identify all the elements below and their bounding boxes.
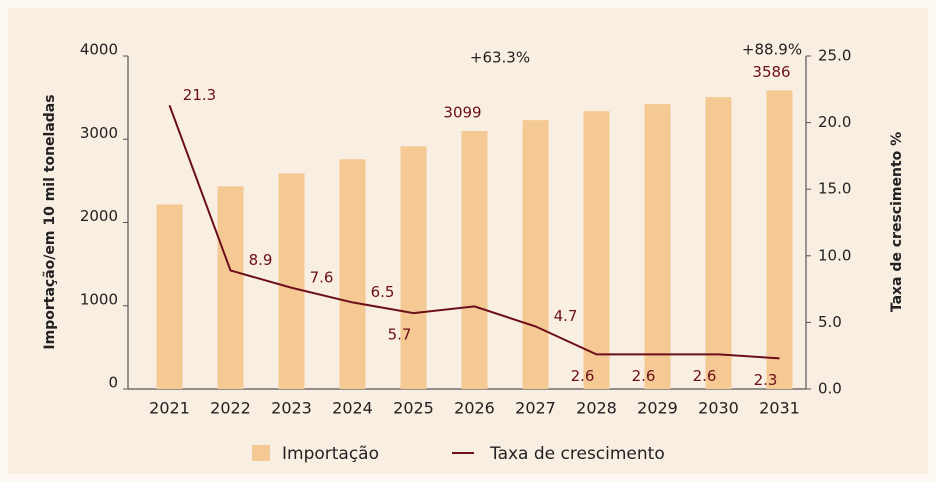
x-tick-label: 2025 xyxy=(393,399,434,418)
bar-label: 3099 xyxy=(443,104,481,122)
y2-tick-label: 5.0 xyxy=(818,313,842,331)
annotation: +88.9% xyxy=(742,41,802,59)
line xyxy=(168,104,780,360)
y-tick-label: 4000 xyxy=(80,41,118,59)
legend-label: Taxa de crescimento xyxy=(489,444,665,464)
y2-tick-label: 0.0 xyxy=(818,380,842,398)
y2-tick-label: 10.0 xyxy=(818,246,851,264)
y2-tick-label: 20.0 xyxy=(818,113,851,131)
x-tick-label: 2029 xyxy=(637,399,678,418)
bar xyxy=(522,120,549,389)
bar xyxy=(156,204,183,389)
line-label: 21.3 xyxy=(183,86,216,104)
line-label: 2.6 xyxy=(693,367,717,385)
bar xyxy=(583,111,610,389)
x-tick-label: 2028 xyxy=(576,399,617,418)
bar xyxy=(217,186,244,389)
x-tick-label: 2023 xyxy=(271,399,312,418)
x-tick-label: 2022 xyxy=(210,399,251,418)
line-label: 2.6 xyxy=(571,367,595,385)
y-tick-label: 0 xyxy=(108,374,118,392)
line-label: 2.6 xyxy=(632,367,656,385)
x-tick-label: 2027 xyxy=(515,399,556,418)
line-label: 2.3 xyxy=(754,371,778,389)
bar xyxy=(339,159,366,389)
bar xyxy=(766,90,793,389)
y-axis-title: Importação/em 10 mil toneladas xyxy=(42,94,58,349)
y2-tick-label: 25.0 xyxy=(818,47,851,65)
bar xyxy=(644,104,671,389)
line-label: 4.7 xyxy=(554,307,578,325)
line-label: 7.6 xyxy=(310,268,334,286)
y2-tick-label: 15.0 xyxy=(818,180,851,198)
y-tick-label: 2000 xyxy=(80,207,118,225)
legend-label: Importação xyxy=(282,444,379,464)
x-tick-label: 2021 xyxy=(149,399,190,418)
line-label: 6.5 xyxy=(371,283,395,301)
bar-label: 3586 xyxy=(752,63,790,81)
y-tick-label: 1000 xyxy=(80,290,118,308)
line-label: 5.7 xyxy=(388,326,412,344)
annotation: +63.3% xyxy=(470,49,530,67)
bar xyxy=(400,146,427,389)
line-label: 8.9 xyxy=(249,251,273,269)
bar xyxy=(278,173,305,389)
x-tick-label: 2031 xyxy=(759,399,800,418)
bar xyxy=(461,131,488,390)
x-tick-label: 2030 xyxy=(698,399,739,418)
y-tick-label: 3000 xyxy=(80,124,118,142)
legend-swatch xyxy=(252,445,270,461)
y2-axis-title: Taxa de crescimento % xyxy=(889,132,905,312)
bar xyxy=(705,97,732,390)
x-tick-label: 2024 xyxy=(332,399,373,418)
x-tick-label: 2026 xyxy=(454,399,495,418)
